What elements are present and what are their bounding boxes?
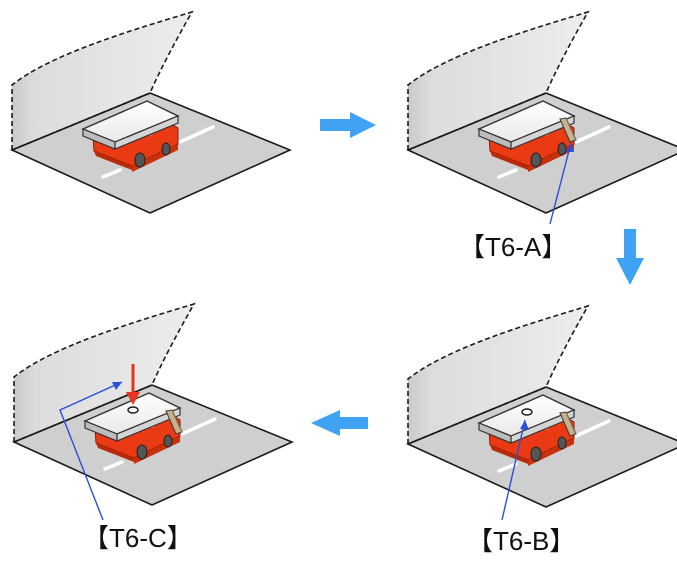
scene-step-1 bbox=[10, 10, 292, 215]
insert-arrow-icon bbox=[126, 364, 140, 405]
callout-label-t6a: 【T6-A】 bbox=[459, 232, 568, 262]
scene-step-3 bbox=[406, 304, 677, 509]
flow-arrow-icon bbox=[311, 410, 368, 436]
pointer-line-icon bbox=[59, 381, 123, 521]
pointer-line-icon bbox=[501, 419, 529, 521]
scene-step-2 bbox=[406, 10, 677, 215]
scene-step-4 bbox=[12, 302, 294, 507]
callout-label-t6b: 【T6-B】 bbox=[467, 526, 576, 556]
callout-label-t6c: 【T6-C】 bbox=[83, 523, 193, 553]
flow-arrow-icon bbox=[320, 112, 376, 138]
pointer-line-icon bbox=[549, 142, 574, 225]
flow-arrow-icon bbox=[616, 229, 644, 285]
